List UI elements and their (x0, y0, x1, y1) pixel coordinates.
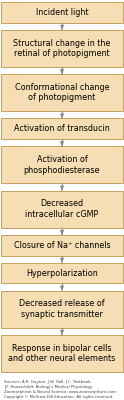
FancyBboxPatch shape (1, 191, 123, 228)
FancyBboxPatch shape (1, 146, 123, 184)
Text: Decreased
intracellular cGMP: Decreased intracellular cGMP (25, 200, 99, 219)
Text: Response in bipolar cells
and other neural elements: Response in bipolar cells and other neur… (8, 344, 116, 363)
FancyBboxPatch shape (1, 235, 123, 256)
Text: Hyperpolarization: Hyperpolarization (26, 268, 98, 278)
FancyBboxPatch shape (1, 30, 123, 67)
Text: Structural change in the
retinal of photopigment: Structural change in the retinal of phot… (13, 39, 111, 58)
Text: Decreased release of
synaptic transmitter: Decreased release of synaptic transmitte… (19, 300, 105, 319)
FancyBboxPatch shape (1, 263, 123, 283)
Text: Activation of
phosphodiesterase: Activation of phosphodiesterase (24, 155, 100, 174)
Text: Sources: A.R. Guyton, J.W. Hall, J.L. Textbook,
J.F. Hausschildt: Biology's Medi: Sources: A.R. Guyton, J.W. Hall, J.L. Te… (4, 380, 116, 399)
Text: Incident light: Incident light (36, 8, 88, 17)
Text: Activation of transducin: Activation of transducin (14, 124, 110, 133)
FancyBboxPatch shape (1, 290, 123, 328)
FancyBboxPatch shape (1, 118, 123, 139)
Text: Conformational change
of photopigment: Conformational change of photopigment (15, 83, 109, 102)
Text: Closure of Na⁺ channels: Closure of Na⁺ channels (14, 241, 110, 250)
FancyBboxPatch shape (1, 74, 123, 111)
FancyBboxPatch shape (1, 335, 123, 372)
FancyBboxPatch shape (1, 2, 123, 23)
